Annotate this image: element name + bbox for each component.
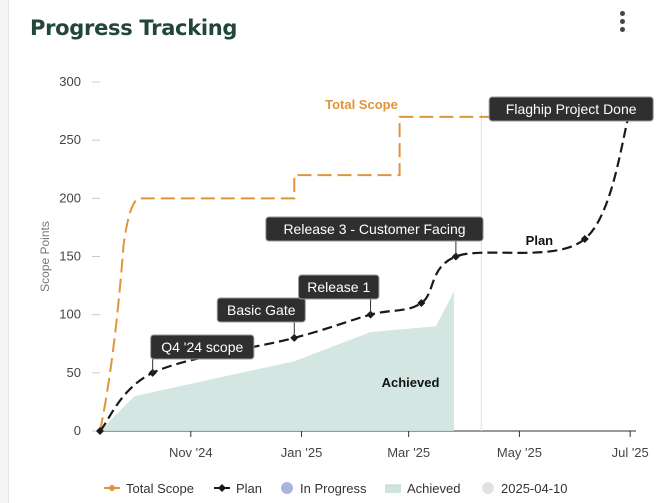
callout-box	[150, 334, 255, 360]
y-tick-label: 0	[74, 423, 81, 438]
page-title: Progress Tracking	[30, 16, 238, 40]
plan-label: Plan	[526, 233, 554, 248]
callout-text: Basic Gate	[227, 302, 296, 318]
callout-2: Release 1	[298, 274, 380, 315]
legend-label: 2025-04-10	[501, 480, 568, 496]
legend-item[interactable]: 2025-04-10	[481, 478, 568, 498]
legend-label: Total Scope	[126, 480, 194, 496]
total-scope-line	[99, 115, 631, 432]
total-scope-label: Total Scope	[325, 97, 398, 112]
more-options-icon[interactable]	[613, 8, 633, 36]
x-tick-label: Mar '25	[387, 445, 430, 460]
x-tick-label: Jan '25	[281, 445, 323, 460]
callout-text: Flaghip Project Done	[506, 101, 637, 117]
callout-box	[488, 96, 654, 122]
legend-item[interactable]: In Progress	[280, 478, 366, 498]
x-tick-label: Nov '24	[169, 445, 213, 460]
plan-point	[417, 299, 426, 308]
callout-text: Q4 '24 scope	[161, 339, 243, 355]
y-tick-label: 150	[59, 249, 81, 264]
x-tick-label: May '25	[497, 445, 542, 460]
callout-4: Flaghip Project Done	[488, 96, 654, 122]
chart-legend: Total Scope Plan In Progress Achieved 2025-0…	[0, 478, 669, 498]
y-axis-label: Scope Points	[38, 221, 52, 292]
plan-point	[96, 427, 104, 435]
y-tick-label: 250	[59, 132, 81, 147]
plan-point	[580, 235, 589, 244]
legend-item[interactable]: Total Scope	[104, 478, 194, 498]
legend-item[interactable]: Plan	[214, 478, 262, 498]
y-tick-label: 200	[59, 190, 81, 205]
callout-3: Release 3 - Customer Facing	[265, 216, 484, 257]
progress-chart: 0 50 100 150 200 250 300 Scope Points Nov '24 Jan…	[38, 74, 654, 460]
callout-box	[265, 216, 484, 242]
callout-text: Release 3 - Customer Facing	[283, 221, 465, 237]
legend-label: Plan	[236, 480, 263, 496]
legend-item[interactable]: Achieved	[385, 478, 460, 498]
callout-box	[216, 297, 306, 323]
callout-box	[298, 274, 380, 300]
callout-text: Release 1	[307, 279, 370, 295]
achieved-label: Achieved	[382, 375, 440, 390]
callout-1: Basic Gate	[216, 297, 306, 338]
x-tick-label: Jul '25	[612, 445, 649, 460]
legend-label: Achieved	[407, 480, 461, 496]
y-tick-label: 300	[59, 74, 81, 89]
achieved-area	[100, 291, 455, 431]
legend-label: In Progress	[300, 480, 367, 496]
callout-0: Q4 '24 scope	[150, 334, 255, 373]
y-tick-label: 50	[67, 365, 81, 380]
y-tick-label: 100	[59, 307, 81, 322]
